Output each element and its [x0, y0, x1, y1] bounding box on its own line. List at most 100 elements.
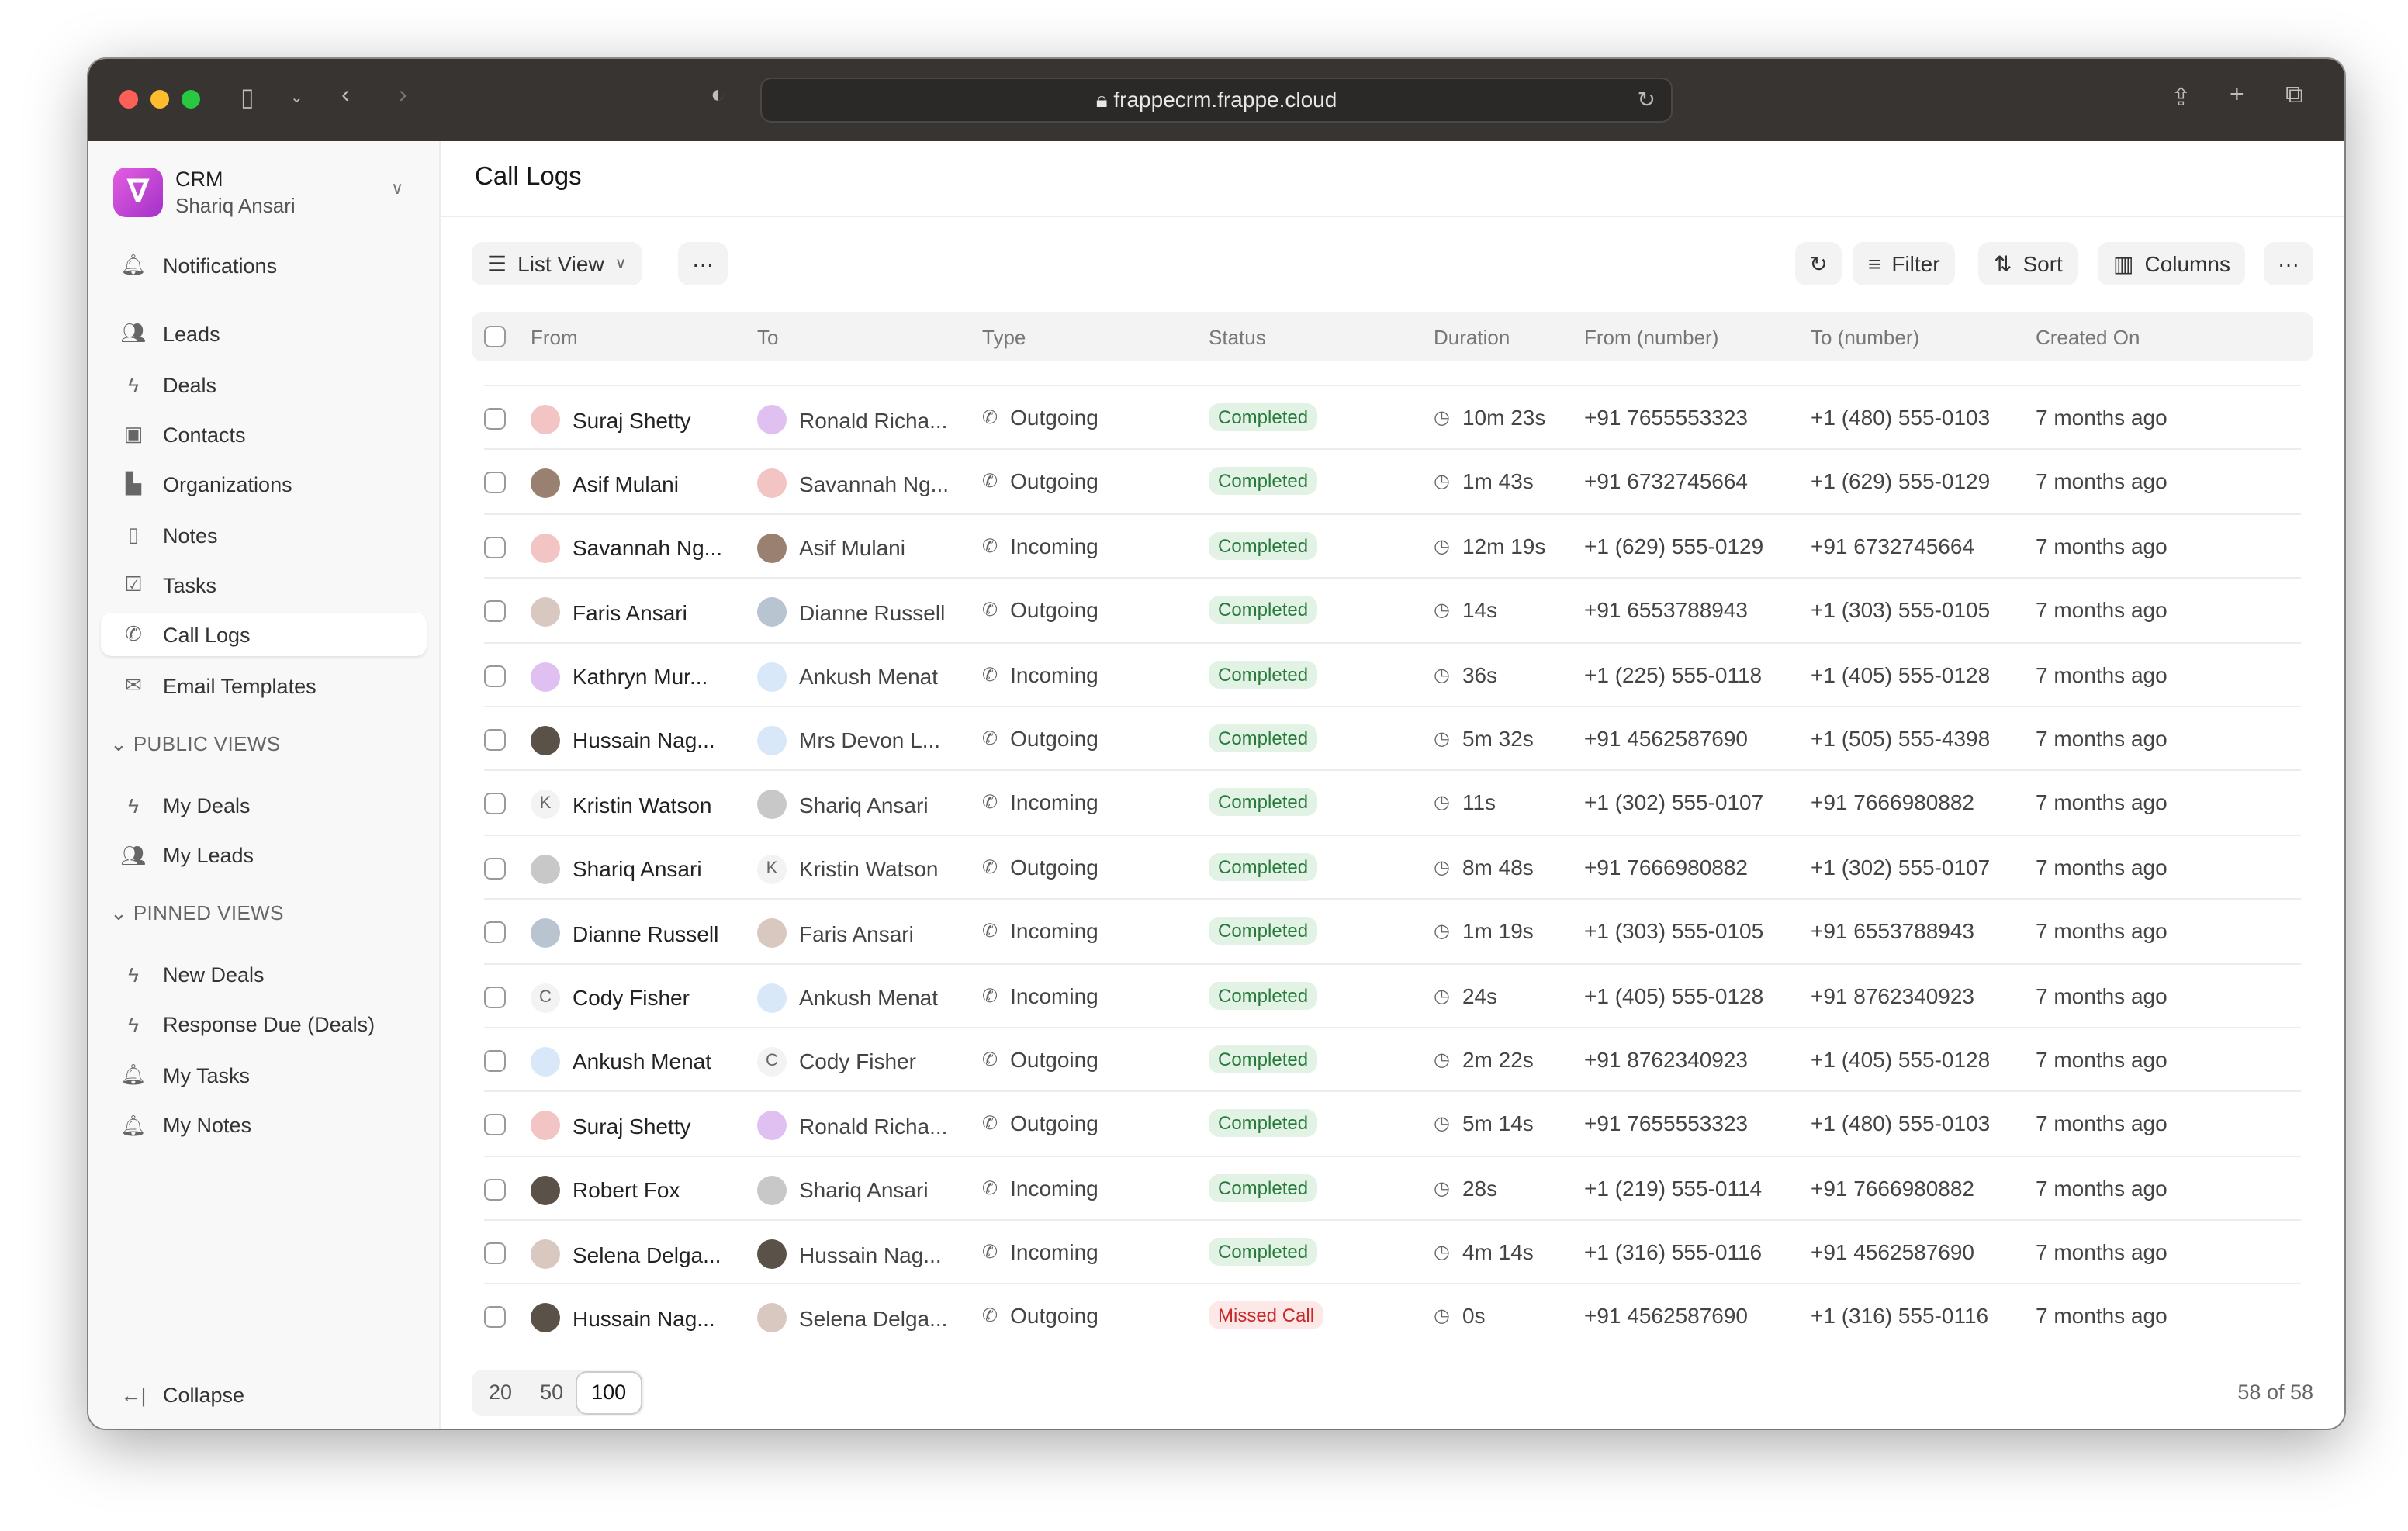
column-header-from[interactable]: From: [531, 326, 578, 349]
row-checkbox[interactable]: [484, 1242, 506, 1265]
sort-button[interactable]: ⇅ Sort: [1978, 242, 2078, 285]
column-header-to[interactable]: To: [757, 326, 779, 349]
table-row[interactable]: Dianne Russell Faris Ansari ✆ Incoming Compl…: [484, 898, 2301, 962]
table-row[interactable]: Robert Fox Shariq Ansari ✆ Incoming Complete…: [484, 1155, 2301, 1219]
public-views-header[interactable]: ⌄ PUBLIC VIEWS: [110, 732, 281, 757]
avatar: [757, 1111, 787, 1141]
table-row[interactable]: Hussain Nag... Selena Delga... ✆ Outgoing Mi…: [484, 1283, 2301, 1348]
shield-icon[interactable]: ◐: [711, 82, 726, 109]
cell-text: Dianne Russell: [799, 600, 946, 625]
row-checkbox[interactable]: [484, 921, 506, 944]
table-row[interactable]: Asif Mulani Savannah Ng... ✆ Outgoing Comple…: [484, 448, 2301, 513]
browser-titlebar: ▯ ⌄ ‹ › ◐ 🔒︎ frappecrm.frappe.cloud ↻ ⇪ +…: [88, 59, 2344, 141]
column-header-type[interactable]: Type: [982, 326, 1026, 349]
cell-from-number: +91 4562587690: [1584, 726, 1748, 751]
sidebar-item-view-my-leads[interactable]: 👥︎ My Leads: [101, 834, 427, 877]
sidebar-item-notes[interactable]: ▯ Notes: [101, 513, 427, 557]
row-checkbox[interactable]: [484, 793, 506, 815]
column-header-status[interactable]: Status: [1209, 326, 1266, 349]
share-icon[interactable]: ⇪: [2171, 85, 2192, 112]
table-row[interactable]: Hussain Nag... Mrs Devon L... ✆ Outgoing Com…: [484, 705, 2301, 770]
table-row[interactable]: Savannah Ng... Asif Mulani ✆ Incoming Comple…: [484, 513, 2301, 578]
row-checkbox[interactable]: [484, 1049, 506, 1072]
app-switcher[interactable]: ∇ CRM Shariq Ansari: [113, 166, 296, 219]
sidebar-toggle-icon[interactable]: ▯: [240, 85, 254, 112]
new-tab-icon[interactable]: +: [2230, 82, 2244, 109]
forward-icon[interactable]: ›: [399, 82, 407, 109]
table-row[interactable]: K Kristin Watson Shariq Ansari ✆ Incoming Com…: [484, 769, 2301, 835]
sidebar-item-view-my-deals[interactable]: ϟ My Deals: [101, 783, 427, 827]
row-checkbox[interactable]: [484, 1114, 506, 1136]
sidebar-item-leads[interactable]: 👥︎ Leads: [101, 312, 427, 355]
clock-icon: ◷: [1434, 1305, 1450, 1327]
sidebar-item-view-my-tasks[interactable]: 🔔︎ My Tasks: [101, 1053, 427, 1097]
row-checkbox[interactable]: [484, 536, 506, 558]
row-checkbox[interactable]: [484, 986, 506, 1008]
row-checkbox[interactable]: [484, 472, 506, 494]
row-checkbox[interactable]: [484, 665, 506, 687]
select-all-checkbox[interactable]: [484, 326, 506, 347]
table-row[interactable]: Selena Delga... Hussain Nag... ✆ Incoming Co…: [484, 1219, 2301, 1284]
row-checkbox[interactable]: [484, 1306, 506, 1329]
address-bar[interactable]: 🔒︎ frappecrm.frappe.cloud ↻: [760, 78, 1673, 123]
cell-to-number: +91 6553788943: [1811, 918, 1974, 943]
column-header-from-number[interactable]: From (number): [1584, 326, 1719, 349]
close-window-button[interactable]: [119, 90, 138, 109]
avatar: [757, 1303, 787, 1333]
cell-duration: ◷ 2m 22s: [1434, 1047, 1534, 1072]
cell-text: Savannah Ng...: [573, 535, 723, 561]
contact-icon: ▣: [123, 422, 144, 445]
clock-icon: ◷: [1434, 406, 1450, 428]
back-icon[interactable]: ‹: [341, 82, 350, 109]
page-size-20[interactable]: 20: [489, 1381, 513, 1404]
sidebar-item-view-new-deals[interactable]: ϟ New Deals: [101, 952, 427, 996]
outgoing-call-icon: ✆: [982, 1048, 998, 1070]
sidebar-item-deals[interactable]: ϟ Deals: [101, 363, 427, 406]
column-header-created-on[interactable]: Created On: [2036, 326, 2140, 349]
maximize-window-button[interactable]: [182, 90, 200, 109]
columns-button[interactable]: ▥ Columns: [2098, 242, 2246, 285]
page-size-100[interactable]: 100: [577, 1373, 641, 1413]
sidebar-item-organizations[interactable]: ▙ Organizations: [101, 462, 427, 506]
collapse-button[interactable]: ←| Collapse: [101, 1373, 427, 1416]
pinned-views-header[interactable]: ⌄ PINNED VIEWS: [110, 901, 284, 926]
table-row[interactable]: Ankush Menat C Cody Fisher ✆ Outgoing Complet…: [484, 1026, 2301, 1091]
refresh-button[interactable]: ↻: [1795, 242, 1842, 285]
cell-status: Completed: [1209, 724, 1318, 752]
column-header-to-number[interactable]: To (number): [1811, 326, 1920, 349]
row-checkbox[interactable]: [484, 1178, 506, 1201]
reload-icon[interactable]: ↻: [1637, 87, 1656, 112]
page-size-50[interactable]: 50: [540, 1381, 564, 1404]
clock-icon: ◷: [1434, 920, 1450, 942]
sidebar-item-tasks[interactable]: ☑ Tasks: [101, 563, 427, 607]
table-row[interactable]: C Cody Fisher Ankush Menat ✆ Incoming Complet…: [484, 962, 2301, 1027]
table-row[interactable]: Kathryn Mur... Ankush Menat ✆ Incoming Compl…: [484, 641, 2301, 706]
sidebar-item-call-logs[interactable]: ✆ Call Logs: [101, 613, 427, 656]
sidebar-item-notifications[interactable]: 🔔︎ Notifications: [101, 244, 427, 287]
row-checkbox[interactable]: [484, 600, 506, 623]
view-selector[interactable]: ☰ List View ∨: [472, 242, 642, 285]
row-checkbox[interactable]: [484, 408, 506, 430]
sidebar-item-view-response-due-deals[interactable]: ϟ Response Due (Deals): [101, 1003, 427, 1046]
more-options-button[interactable]: ···: [2264, 242, 2313, 285]
cell-from-number: +1 (303) 555-0105: [1584, 918, 1763, 943]
sidebar-item-contacts[interactable]: ▣ Contacts: [101, 413, 427, 456]
cell-from: Kathryn Mur...: [531, 662, 708, 692]
table-row[interactable]: Shariq Ansari K Kristin Watson ✆ Outgoing Com…: [484, 834, 2301, 898]
chevron-down-icon[interactable]: ⌄: [290, 90, 303, 107]
table-row[interactable]: Suraj Shetty Ronald Richa... ✆ Outgoing Comp…: [484, 385, 2301, 449]
row-checkbox[interactable]: [484, 857, 506, 880]
filter-button[interactable]: ≡ Filter: [1853, 242, 1956, 285]
row-checkbox[interactable]: [484, 728, 506, 751]
sidebar-item-view-my-notes[interactable]: 🔔︎ My Notes: [101, 1104, 427, 1147]
table-row[interactable]: Suraj Shetty Ronald Richa... ✆ Outgoing Comp…: [484, 1090, 2301, 1156]
chevron-down-icon[interactable]: ∨: [391, 180, 404, 199]
cell-text: +1 (405) 555-0128: [1811, 1046, 1991, 1072]
column-header-duration[interactable]: Duration: [1434, 326, 1510, 349]
cell-to-number: +1 (480) 555-0103: [1811, 1111, 1990, 1136]
table-row[interactable]: Faris Ansari Dianne Russell ✆ Outgoing Compl…: [484, 577, 2301, 641]
sidebar-item-email-templates[interactable]: ✉ Email Templates: [101, 664, 427, 707]
tabs-overview-icon[interactable]: ⧉: [2285, 82, 2303, 109]
minimize-window-button[interactable]: [150, 90, 169, 109]
view-options-button[interactable]: ···: [678, 242, 728, 285]
